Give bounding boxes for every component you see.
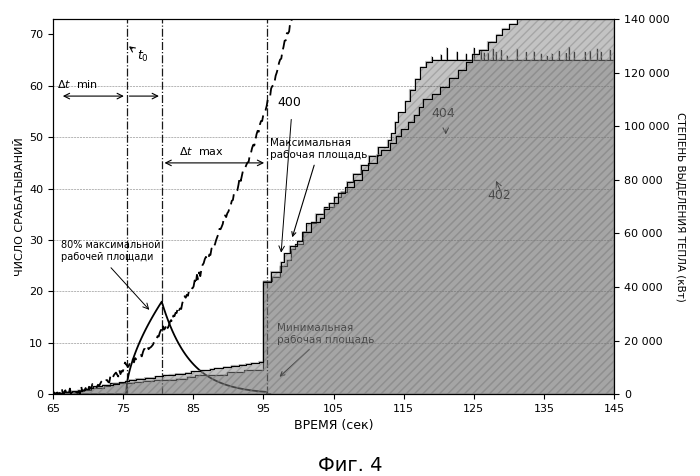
X-axis label: ВРЕМЯ (сек): ВРЕМЯ (сек) (294, 419, 373, 432)
Text: $\Delta t$  max: $\Delta t$ max (179, 145, 224, 157)
Text: 404: 404 (432, 107, 456, 119)
Text: 400: 400 (277, 96, 301, 109)
Text: $\Delta t$  min: $\Delta t$ min (57, 79, 97, 90)
Text: 80% максимальной
рабочей площади: 80% максимальной рабочей площади (62, 240, 161, 262)
Y-axis label: СТЕПЕНЬ ВЫДЕЛЕНИЯ ТЕПЛА (кВт): СТЕПЕНЬ ВЫДЕЛЕНИЯ ТЕПЛА (кВт) (675, 112, 685, 301)
Text: $t_0$: $t_0$ (130, 47, 149, 64)
Text: 402: 402 (488, 189, 512, 202)
Text: Максимальная
рабочая площадь: Максимальная рабочая площадь (270, 138, 368, 236)
Text: Фиг. 4: Фиг. 4 (318, 456, 382, 475)
Y-axis label: ЧИСЛО СРАБАТЫВАНИЙ: ЧИСЛО СРАБАТЫВАНИЙ (15, 137, 25, 276)
Text: Минимальная
рабочая площадь: Минимальная рабочая площадь (277, 323, 374, 376)
